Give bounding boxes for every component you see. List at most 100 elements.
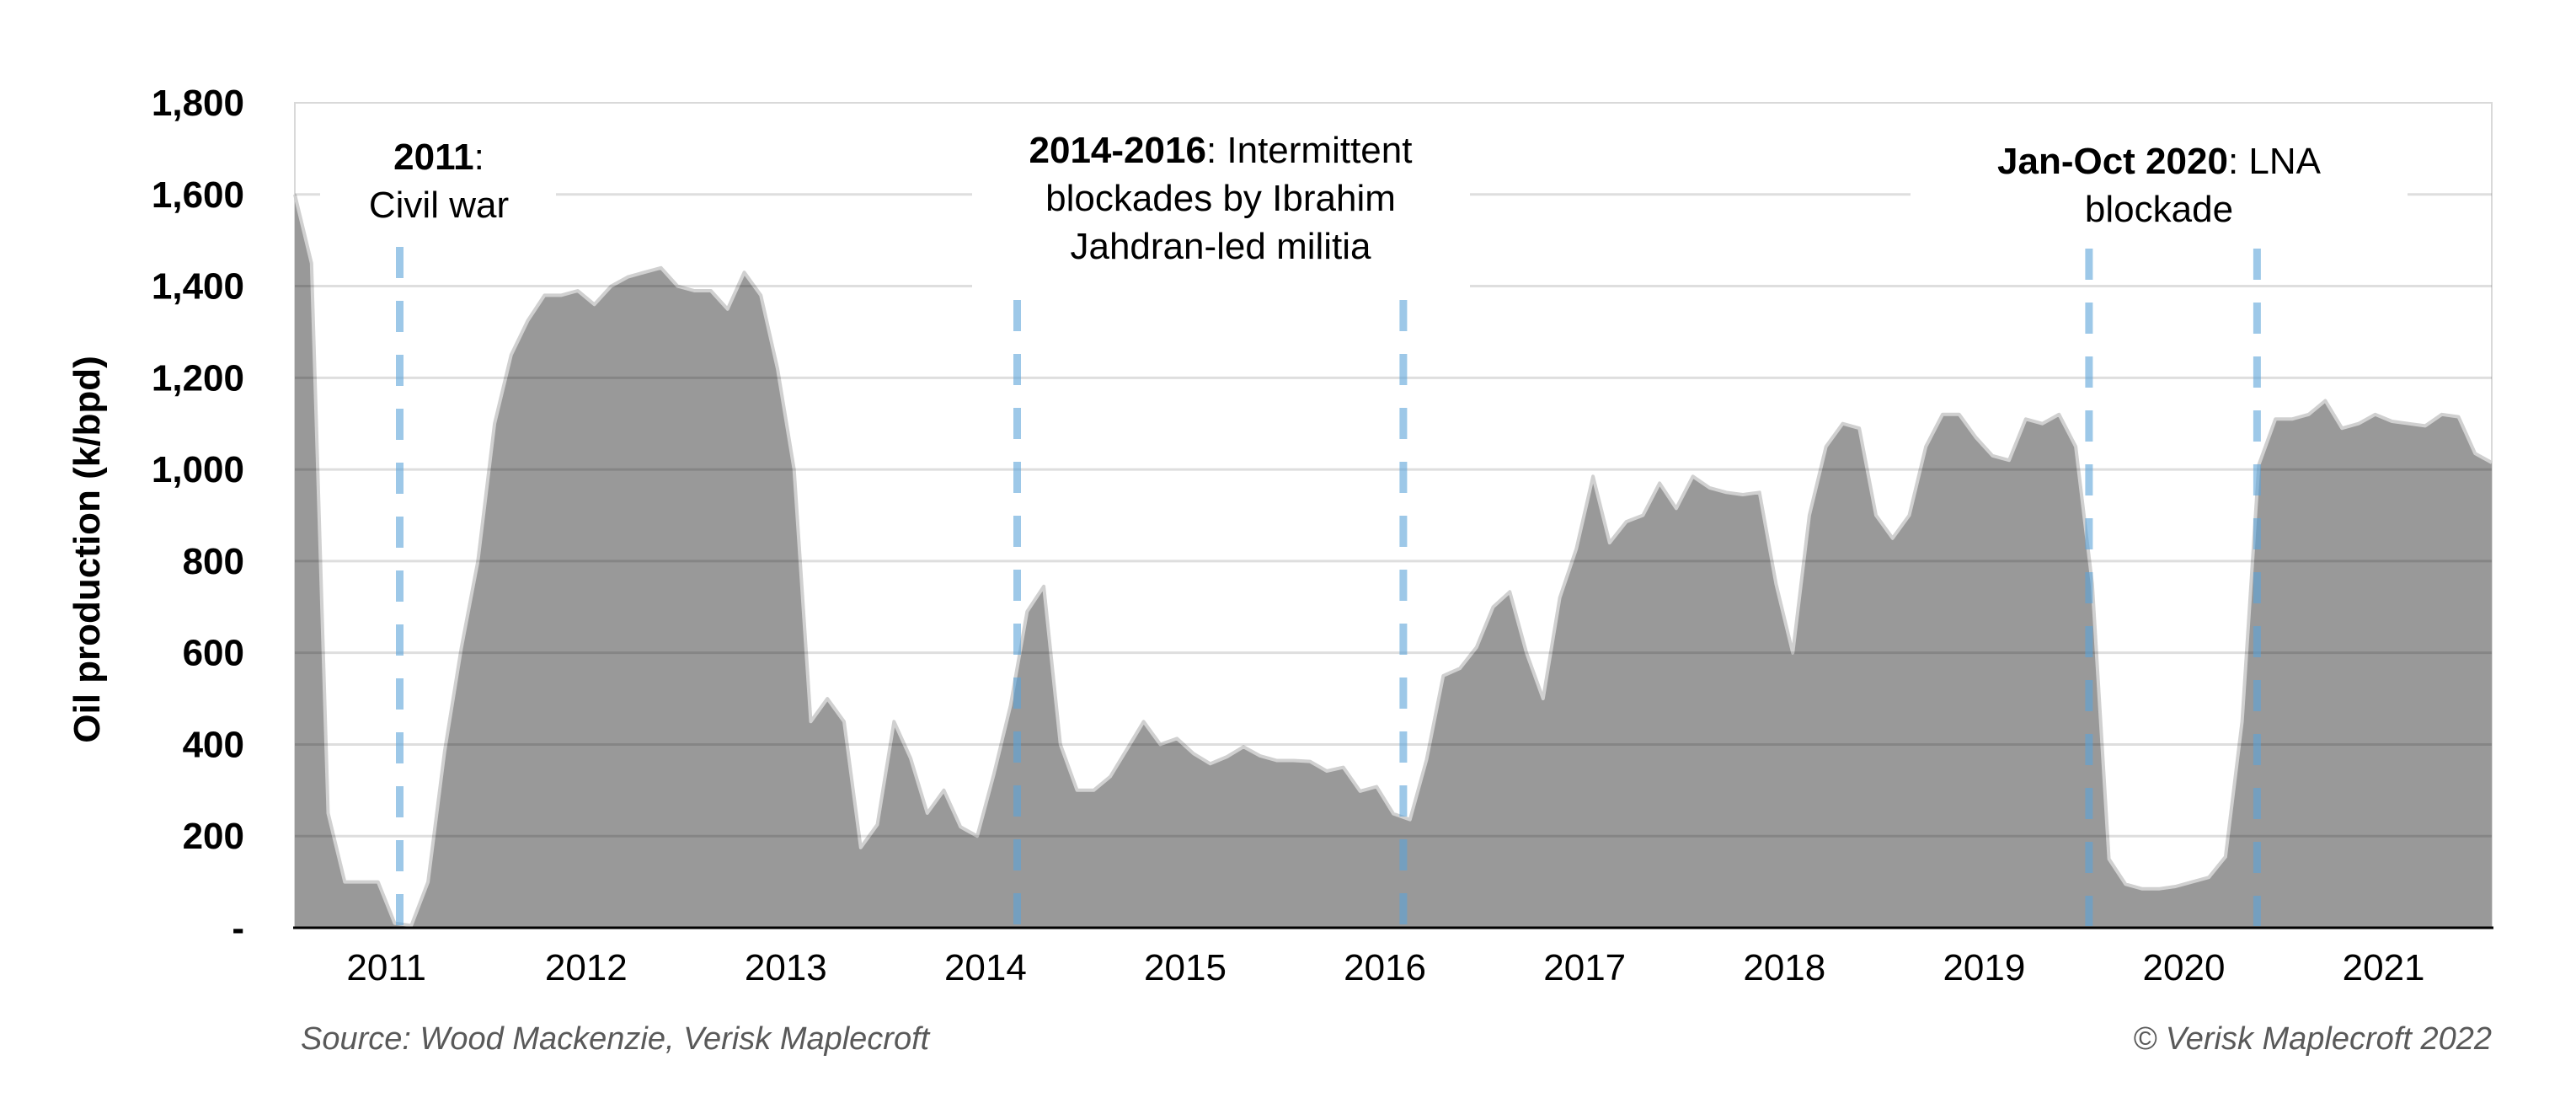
data-point bbox=[2040, 421, 2045, 426]
x-tick-label: 2017 bbox=[1543, 947, 1626, 988]
data-point bbox=[842, 719, 847, 724]
data-point bbox=[1674, 506, 1679, 511]
data-point bbox=[1491, 604, 1496, 609]
data-point bbox=[459, 645, 464, 651]
data-point bbox=[2223, 854, 2228, 860]
data-point bbox=[1174, 736, 1179, 741]
data-point bbox=[1957, 412, 1962, 417]
data-point bbox=[1041, 584, 1046, 589]
annotation-background bbox=[1911, 105, 2408, 232]
data-point bbox=[692, 288, 697, 293]
data-point bbox=[1358, 789, 1363, 794]
data-point bbox=[442, 749, 447, 754]
data-point bbox=[2472, 451, 2477, 456]
data-point bbox=[1590, 474, 1595, 479]
data-point bbox=[1824, 444, 1829, 449]
data-point bbox=[1341, 765, 1346, 770]
data-point bbox=[558, 292, 564, 297]
data-point bbox=[725, 307, 730, 312]
y-axis-title: Oil production (k/bpd) bbox=[67, 356, 108, 743]
x-tick-label: 2013 bbox=[745, 947, 827, 988]
data-point bbox=[326, 811, 331, 816]
data-point bbox=[1724, 490, 1729, 495]
data-point bbox=[1324, 769, 1329, 774]
data-point bbox=[2423, 423, 2428, 428]
data-point bbox=[1191, 751, 1196, 756]
copyright-note: © Verisk Maplecroft 2022 bbox=[2133, 1021, 2492, 1057]
data-point bbox=[1857, 426, 1862, 431]
source-note: Source: Wood Mackenzie, Verisk Maplecrof… bbox=[301, 1021, 930, 1057]
data-point bbox=[1108, 774, 1113, 779]
data-point bbox=[1890, 536, 1895, 541]
data-point bbox=[1141, 719, 1146, 724]
data-point bbox=[2390, 419, 2395, 424]
x-axis-ticks: 2011 2012 2013 2014 2015 2016 2017 2018 2019 2020… bbox=[346, 947, 2424, 988]
x-tick-label: 2020 bbox=[2143, 947, 2226, 988]
annotation-line: 2011: bbox=[393, 137, 484, 178]
annotation-line: blockade bbox=[2085, 189, 2233, 230]
data-point bbox=[891, 719, 896, 724]
data-point bbox=[1408, 817, 1413, 822]
data-point bbox=[425, 880, 430, 885]
y-tick-label: 1,800 bbox=[152, 83, 244, 124]
data-point bbox=[575, 288, 580, 293]
data-point bbox=[925, 811, 930, 816]
data-point bbox=[2322, 399, 2327, 404]
data-point bbox=[1075, 788, 1080, 793]
x-tick-label: 2011 bbox=[346, 947, 426, 988]
data-point bbox=[1558, 595, 1563, 600]
data-point bbox=[2440, 412, 2445, 417]
data-point bbox=[991, 772, 997, 777]
data-point bbox=[2107, 856, 2112, 861]
data-point bbox=[1707, 485, 1712, 490]
annotation-line: Jan-Oct 2020: LNA bbox=[1997, 141, 2322, 182]
data-point bbox=[2073, 444, 2078, 449]
data-point bbox=[2406, 421, 2411, 426]
y-tick-label: 1,200 bbox=[152, 357, 244, 399]
annotation-backgrounds bbox=[320, 105, 2408, 292]
y-tick-label: 200 bbox=[183, 816, 244, 857]
annotation-line: blockades by Ibrahim bbox=[1045, 178, 1396, 219]
data-point bbox=[2456, 415, 2461, 420]
data-point bbox=[1607, 540, 1612, 545]
data-point bbox=[708, 288, 713, 293]
y-tick-label: 600 bbox=[183, 633, 244, 674]
data-point bbox=[908, 756, 913, 761]
data-point bbox=[2173, 884, 2178, 889]
data-point bbox=[1974, 435, 1979, 440]
data-point bbox=[1391, 811, 1396, 817]
data-point bbox=[742, 270, 747, 275]
data-point bbox=[1740, 492, 1745, 497]
data-point bbox=[2007, 458, 2012, 463]
data-point bbox=[1624, 519, 1629, 524]
annotation-rest: : bbox=[474, 137, 484, 178]
data-point bbox=[1424, 757, 1430, 762]
data-point bbox=[1541, 696, 1546, 701]
y-axis-ticks: - 200 400 600 800 1,000 1,200 1,400 1,600 1,800 bbox=[152, 83, 244, 949]
x-tick-label: 2018 bbox=[1743, 947, 1825, 988]
annotation-background bbox=[972, 105, 1470, 292]
data-point bbox=[958, 824, 963, 829]
data-point bbox=[1091, 788, 1096, 793]
data-point bbox=[642, 270, 647, 275]
data-point bbox=[2356, 421, 2361, 426]
event-lines bbox=[396, 247, 2261, 926]
annotations: 2011: Civil war 2014-2016: Intermittent blo… bbox=[369, 130, 2322, 267]
data-point bbox=[2339, 426, 2344, 431]
data-point bbox=[1873, 513, 1879, 518]
data-point bbox=[542, 292, 547, 297]
data-point bbox=[2206, 875, 2211, 880]
data-point bbox=[1940, 412, 1945, 417]
data-point bbox=[1008, 703, 1013, 708]
data-point bbox=[2290, 416, 2295, 421]
data-point bbox=[1907, 513, 1912, 518]
annotation-text: Jan-Oct 2020: LNA blockade bbox=[1997, 141, 2322, 230]
data-point bbox=[942, 788, 947, 793]
data-point bbox=[1841, 421, 1846, 426]
data-point bbox=[809, 719, 814, 724]
x-tick-label: 2019 bbox=[1943, 947, 2025, 988]
y-tick-label: 1,000 bbox=[152, 449, 244, 490]
x-tick-label: 2021 bbox=[2343, 947, 2425, 988]
data-point bbox=[1507, 589, 1512, 594]
y-tick-label: 400 bbox=[183, 724, 244, 765]
